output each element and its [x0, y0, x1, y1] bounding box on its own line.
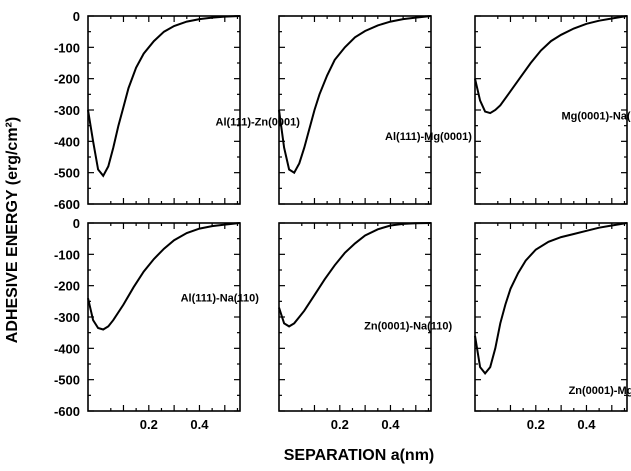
y-tick-label: 0	[73, 9, 80, 24]
y-tick-label: -500	[54, 166, 80, 181]
x-tick-label: 0.4	[577, 417, 596, 432]
y-tick-label: 0	[73, 216, 80, 231]
y-axis-title: ADHESIVE ENERGY (erg/cm²)	[4, 117, 21, 343]
panel-label: Al(111)-Zn(0001)	[216, 117, 301, 129]
y-tick-label: -200	[54, 279, 80, 294]
y-tick-label: -100	[54, 40, 80, 55]
y-tick-label: -600	[54, 404, 80, 419]
energy-curve	[87, 15, 241, 178]
y-tick-label: -600	[54, 197, 80, 212]
y-tick-label: -100	[54, 247, 80, 262]
panel-label: Zn(0001)-Mg(0001)	[569, 385, 631, 397]
panel-label: Zn(0001)-Na(110)	[364, 321, 452, 333]
x-tick-label: 0.2	[331, 417, 349, 432]
panel-frame	[278, 15, 432, 205]
x-tick-label: 0.4	[190, 417, 209, 432]
y-tick-label: -400	[54, 341, 80, 356]
panel-label: Al(111)-Mg(0001)	[385, 131, 472, 143]
x-tick-label: 0.2	[140, 417, 158, 432]
panel-label: Mg(0001)-Na(110)	[561, 110, 631, 122]
x-tick-label: 0.4	[381, 417, 400, 432]
x-tick-label: 0.2	[527, 417, 545, 432]
panel-label: Al(111)-Na(110)	[181, 292, 260, 304]
panel-frame	[278, 222, 432, 412]
panel-frame	[87, 222, 241, 412]
energy-curve	[278, 15, 432, 175]
y-tick-label: -400	[54, 134, 80, 149]
y-tick-label: -300	[54, 103, 80, 118]
y-tick-label: -200	[54, 72, 80, 87]
x-axis-title: SEPARATION a(nm)	[284, 447, 435, 464]
energy-curve	[474, 222, 628, 375]
energy-curve	[474, 15, 628, 115]
energy-curve	[87, 222, 241, 331]
panel-frame	[474, 222, 628, 412]
energy-curve	[278, 222, 432, 328]
panels-group: 0 -100 -200 -300 -400 -500 -600 Al(111)-Zn(0001…	[54, 9, 631, 432]
y-tick-label: -300	[54, 310, 80, 325]
y-tick-label: -500	[54, 373, 80, 388]
panel-frame	[87, 15, 241, 205]
